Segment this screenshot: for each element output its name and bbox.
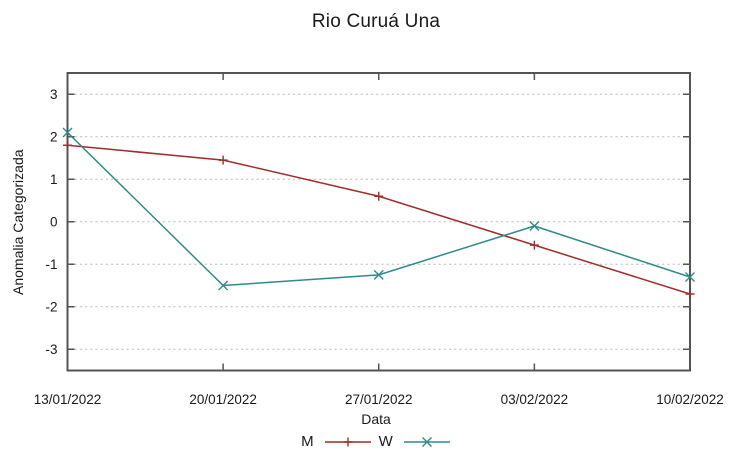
series-W-marker (529, 221, 540, 231)
legend-sample-W (403, 436, 450, 447)
series-M-marker (63, 140, 72, 150)
legend-item-W: W (379, 433, 451, 450)
legend-item-M: M (301, 433, 372, 450)
x-tick-label: 27/01/2022 (345, 392, 413, 407)
legend-marker (421, 436, 432, 447)
series-W-marker (62, 127, 73, 138)
series-W-marker (685, 272, 695, 282)
y-tick-label: 0 (50, 214, 58, 229)
legend-label-M: M (301, 433, 314, 450)
x-tick-label: 03/02/2022 (501, 392, 569, 407)
x-tick-label: 20/01/2022 (189, 392, 257, 407)
y-tick-label: 3 (50, 87, 58, 102)
plot-border (66, 72, 691, 372)
series-W-marker (218, 280, 229, 291)
series-W-line (66, 131, 691, 287)
y-tick-label: -3 (45, 342, 57, 357)
series-M-line (67, 144, 691, 295)
legend-sample-M (324, 437, 371, 446)
y-tick-label: -1 (45, 257, 57, 272)
series-M-marker (685, 289, 695, 299)
x-tick-label: 10/02/2022 (656, 392, 724, 407)
series-M-marker (218, 155, 228, 165)
legend-marker (343, 437, 353, 446)
y-tick-label: 2 (50, 129, 58, 144)
series-W-marker (373, 269, 384, 280)
x-axis-label: Data (361, 411, 391, 427)
y-tick-label: -2 (45, 299, 57, 314)
series-M-marker (374, 191, 384, 201)
y-tick-label: 1 (50, 172, 58, 187)
series-M-marker (529, 240, 539, 250)
legend-label-W: W (378, 433, 393, 450)
chart-title: Rio Curuá Una (311, 11, 441, 32)
x-tick-label: 13/01/2022 (34, 392, 102, 407)
